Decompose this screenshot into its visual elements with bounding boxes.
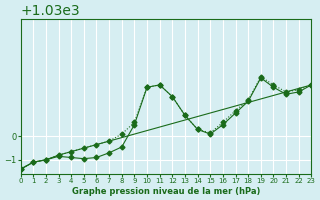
X-axis label: Graphe pression niveau de la mer (hPa): Graphe pression niveau de la mer (hPa)	[72, 187, 260, 196]
